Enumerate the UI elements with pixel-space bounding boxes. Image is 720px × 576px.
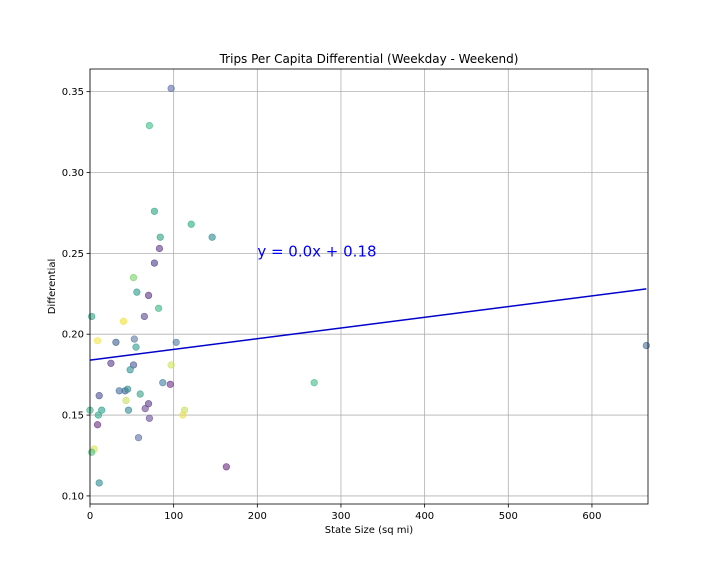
- y-tick-label: 0.35: [62, 87, 84, 98]
- data-point: [167, 361, 175, 369]
- y-axis-ticks: 0.10 0.15 0.20 0.25 0.30 0.35: [62, 87, 90, 502]
- data-point: [129, 361, 138, 369]
- x-tick-label: 200: [248, 511, 267, 522]
- data-point: [154, 304, 163, 312]
- y-tick-label: 0.20: [62, 330, 84, 341]
- data-point: [95, 392, 103, 400]
- data-point: [155, 244, 164, 253]
- data-point: [156, 233, 164, 241]
- data-point: [187, 220, 195, 228]
- data-point: [141, 404, 149, 413]
- data-point: [107, 359, 115, 367]
- x-tick-label: 100: [164, 511, 183, 522]
- data-point: [126, 366, 134, 374]
- data-point: [124, 385, 132, 393]
- data-point: [132, 343, 140, 351]
- data-point: [133, 288, 141, 296]
- data-point: [166, 380, 174, 388]
- x-tick-label: 300: [331, 511, 350, 522]
- y-tick-label: 0.25: [62, 249, 84, 260]
- grid: [89, 69, 648, 504]
- data-point: [172, 338, 180, 346]
- data-point: [94, 411, 102, 419]
- data-point: [124, 406, 133, 414]
- data-point: [122, 396, 130, 405]
- data-point: [150, 259, 159, 267]
- data-point: [119, 317, 128, 325]
- data-point: [310, 379, 318, 387]
- data-point: [222, 463, 230, 471]
- data-point: [88, 312, 96, 321]
- data-point: [179, 411, 187, 419]
- plot-area-frame: [89, 68, 649, 505]
- regression-line: [89, 288, 647, 361]
- data-point: [159, 379, 167, 387]
- chart-title: Trips Per Capita Differential (Weekday -…: [219, 52, 519, 66]
- data-point: [98, 406, 106, 414]
- y-tick-label: 0.30: [62, 168, 84, 179]
- x-axis-label: State Size (sq mi): [325, 525, 414, 536]
- data-point: [208, 233, 216, 241]
- data-point: [95, 479, 103, 487]
- x-tick-label: 0: [87, 511, 93, 522]
- data-point: [129, 274, 138, 282]
- y-axis-label: Differential: [47, 259, 58, 315]
- data-point: [93, 337, 102, 345]
- data-point: [144, 400, 153, 408]
- x-tick-label: 400: [415, 511, 434, 522]
- data-point: [112, 338, 120, 346]
- data-point: [136, 390, 144, 398]
- data-point: [144, 291, 153, 299]
- data-point: [145, 414, 153, 422]
- y-tick-label: 0.15: [62, 411, 84, 422]
- data-point: [642, 341, 650, 350]
- data-point: [134, 434, 143, 442]
- regression-line-group: [89, 288, 647, 361]
- data-point: [140, 312, 148, 321]
- data-point: [130, 335, 138, 343]
- data-point: [93, 421, 102, 429]
- x-tick-label: 600: [582, 511, 601, 522]
- data-point: [167, 84, 175, 93]
- data-point: [88, 448, 96, 456]
- x-tick-label: 500: [499, 511, 518, 522]
- x-axis-ticks: 0 100 200 300 400 500 600: [87, 504, 601, 522]
- data-point: [150, 207, 159, 215]
- regression-equation-annotation: y = 0.0x + 0.18: [257, 243, 376, 261]
- y-tick-label: 0.10: [62, 491, 84, 502]
- data-point: [145, 121, 153, 130]
